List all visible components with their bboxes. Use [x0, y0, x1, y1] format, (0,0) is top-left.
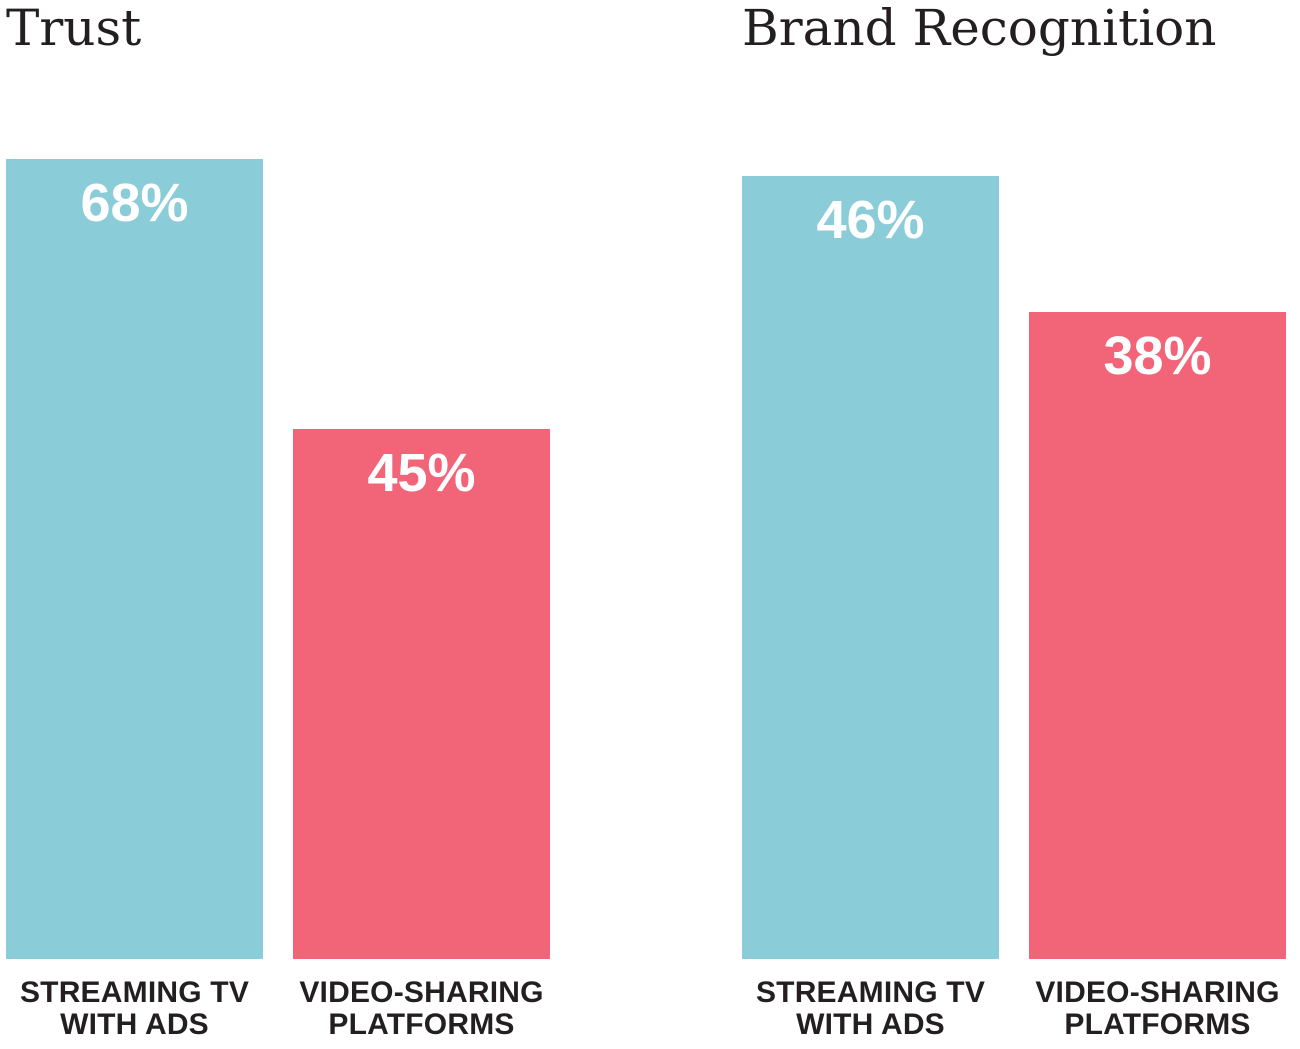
category-label-video-sharing: VIDEO-SHARING PLATFORMS	[1029, 977, 1286, 1041]
bar-value-label: 38%	[1103, 326, 1212, 386]
category-line: VIDEO-SHARING	[299, 976, 544, 1009]
category-label-streaming-tv: STREAMING TV WITH ADS	[6, 977, 263, 1041]
bar-trust-video-sharing: 45%	[293, 429, 550, 959]
bar-value-label: 46%	[816, 190, 925, 250]
bar-trust-streaming-tv: 68%	[6, 159, 263, 959]
panel-title-trust: Trust	[6, 0, 142, 57]
category-line: STREAMING TV	[19, 976, 250, 1009]
category-labels-trust: STREAMING TV WITH ADS VIDEO-SHARING PLAT…	[6, 977, 550, 1041]
bar-value-label: 68%	[80, 173, 189, 233]
category-label-video-sharing: VIDEO-SHARING PLATFORMS	[293, 977, 550, 1041]
panel-trust: Trust 68% 45% STREAMING TV WITH ADS VIDE…	[6, 0, 550, 1049]
bar-brand-streaming-tv: 46%	[742, 176, 999, 959]
category-line: WITH ADS	[60, 1008, 209, 1041]
category-line: WITH ADS	[796, 1008, 945, 1041]
bar-brand-video-sharing: 38%	[1029, 312, 1286, 959]
category-line: PLATFORMS	[1064, 1008, 1251, 1041]
bar-value-label: 45%	[367, 443, 476, 503]
bars-group-trust: 68% 45%	[6, 159, 550, 959]
category-line: VIDEO-SHARING	[1035, 976, 1280, 1009]
bars-group-brand-recognition: 46% 38%	[742, 176, 1286, 959]
category-line: PLATFORMS	[328, 1008, 515, 1041]
panel-brand-recognition: Brand Recognition 46% 38% STREAMING TV W…	[742, 0, 1286, 1049]
category-line: STREAMING TV	[755, 976, 986, 1009]
category-labels-brand-recognition: STREAMING TV WITH ADS VIDEO-SHARING PLAT…	[742, 977, 1286, 1041]
category-label-streaming-tv: STREAMING TV WITH ADS	[742, 977, 999, 1041]
panel-title-brand-recognition: Brand Recognition	[742, 0, 1217, 57]
